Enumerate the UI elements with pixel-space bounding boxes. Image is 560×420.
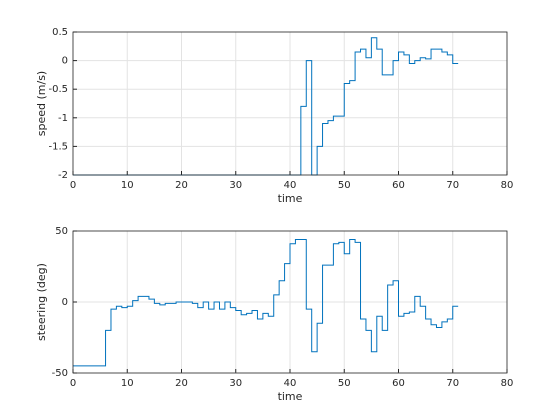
y-tick-label: 50 bbox=[55, 226, 68, 237]
axes-box bbox=[72, 230, 508, 374]
y-tick-label: -1 bbox=[58, 113, 68, 124]
x-tick-label: 80 bbox=[501, 378, 514, 389]
x-tick-label: 40 bbox=[284, 378, 297, 389]
x-tick-label: 50 bbox=[338, 180, 351, 191]
y-tick-label: -1.5 bbox=[48, 141, 68, 152]
x-tick-label: 20 bbox=[175, 378, 188, 389]
y-tick-label: 0.5 bbox=[52, 27, 68, 38]
x-tick-label: 40 bbox=[284, 180, 297, 191]
x-axis-label: time bbox=[278, 390, 303, 403]
x-tick-label: 30 bbox=[229, 378, 242, 389]
y-tick-label: -50 bbox=[52, 368, 68, 379]
x-tick-label: 70 bbox=[446, 180, 459, 191]
y-axis-label: speed (m/s) bbox=[35, 71, 48, 136]
x-tick-label: 30 bbox=[229, 180, 242, 191]
x-tick-label: 60 bbox=[392, 378, 405, 389]
x-tick-label: 50 bbox=[338, 378, 351, 389]
x-tick-label: 70 bbox=[446, 378, 459, 389]
x-tick-label: 20 bbox=[175, 180, 188, 191]
y-tick-label: 0 bbox=[62, 56, 68, 67]
y-tick-label: -2 bbox=[58, 170, 68, 181]
y-axis-label: steering (deg) bbox=[35, 263, 48, 341]
x-tick-label: 60 bbox=[392, 180, 405, 191]
x-tick-label: 0 bbox=[70, 378, 76, 389]
x-tick-label: 0 bbox=[70, 180, 76, 191]
y-tick-label: -0.5 bbox=[48, 84, 68, 95]
stairs-line bbox=[73, 239, 459, 367]
x-tick-label: 80 bbox=[501, 180, 514, 191]
x-tick-label: 10 bbox=[121, 180, 134, 191]
x-axis-label: time bbox=[278, 192, 303, 205]
stairs-line bbox=[73, 37, 459, 176]
x-tick-label: 10 bbox=[121, 378, 134, 389]
y-tick-label: 0 bbox=[62, 297, 68, 308]
axes-box bbox=[72, 31, 508, 176]
